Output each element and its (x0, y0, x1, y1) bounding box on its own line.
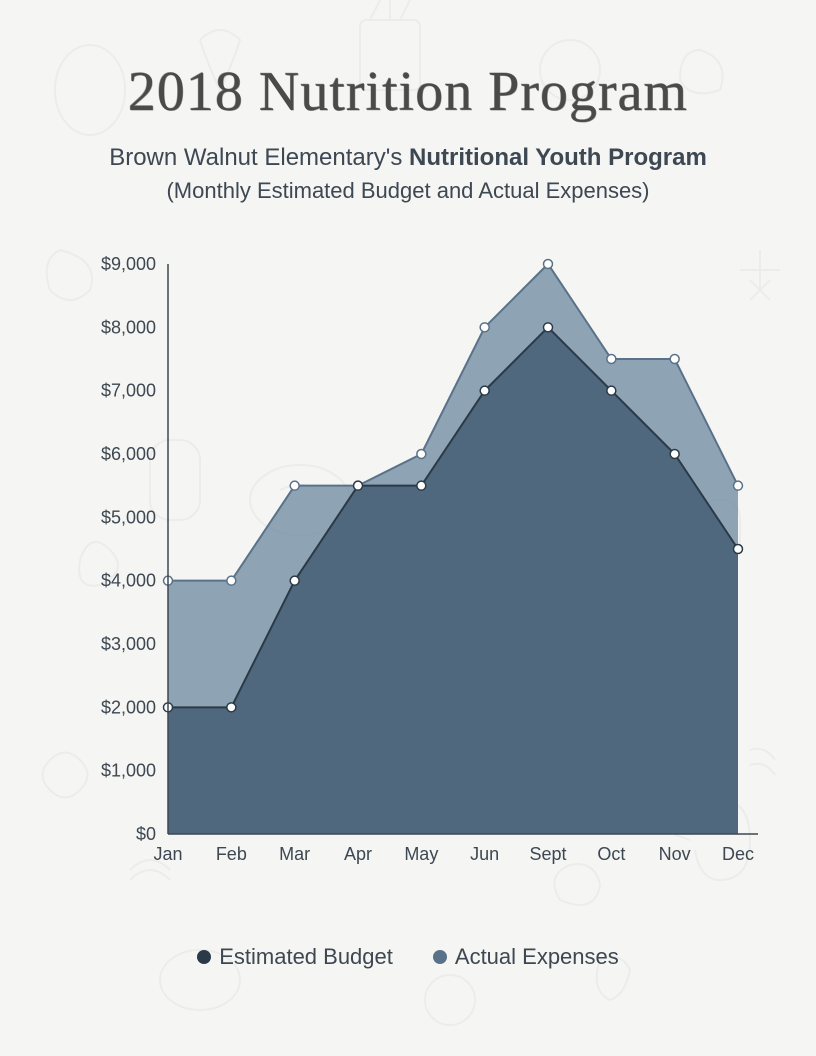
svg-text:Dec: Dec (722, 844, 754, 864)
svg-text:$4,000: $4,000 (101, 571, 156, 591)
svg-text:Apr: Apr (344, 844, 372, 864)
svg-text:$6,000: $6,000 (101, 444, 156, 464)
svg-text:Jun: Jun (470, 844, 499, 864)
area-chart: $0 $1,000 $2,000 $3,000 $4,000 $5,000 $6,000 $7… (58, 254, 758, 914)
svg-text:$1,000: $1,000 (101, 761, 156, 781)
svg-text:Feb: Feb (216, 844, 247, 864)
legend-label-estimated: Estimated Budget (219, 944, 393, 970)
svg-text:$5,000: $5,000 (101, 507, 156, 527)
page-title: 2018 Nutrition Program (50, 60, 766, 124)
legend: Estimated Budget Actual Expenses (50, 944, 766, 970)
svg-text:Nov: Nov (659, 844, 691, 864)
svg-text:$3,000: $3,000 (101, 634, 156, 654)
subtitle-prefix: Brown Walnut Elementary's (109, 144, 409, 171)
svg-text:$0: $0 (136, 824, 156, 844)
svg-text:Oct: Oct (597, 844, 625, 864)
legend-dot-actual (433, 950, 447, 964)
svg-text:Mar: Mar (279, 844, 310, 864)
subtitle-bold: Nutritional Youth Program (409, 144, 707, 171)
svg-text:$2,000: $2,000 (101, 697, 156, 717)
chart-container: $0 $1,000 $2,000 $3,000 $4,000 $5,000 $6,000 $7… (58, 254, 758, 914)
svg-text:Jan: Jan (153, 844, 182, 864)
svg-text:Sept: Sept (529, 844, 566, 864)
legend-dot-estimated (197, 950, 211, 964)
legend-item-actual: Actual Expenses (433, 944, 619, 970)
svg-text:$8,000: $8,000 (101, 317, 156, 337)
subtitle-line-2: (Monthly Estimated Budget and Actual Exp… (50, 178, 766, 204)
svg-text:$9,000: $9,000 (101, 254, 156, 274)
page-container: 2018 Nutrition Program Brown Walnut Elem… (0, 0, 816, 1010)
legend-label-actual: Actual Expenses (455, 944, 619, 970)
svg-text:$7,000: $7,000 (101, 381, 156, 401)
subtitle-line-1: Brown Walnut Elementary's Nutritional Yo… (50, 144, 766, 172)
legend-item-estimated: Estimated Budget (197, 944, 393, 970)
svg-text:May: May (404, 844, 438, 864)
